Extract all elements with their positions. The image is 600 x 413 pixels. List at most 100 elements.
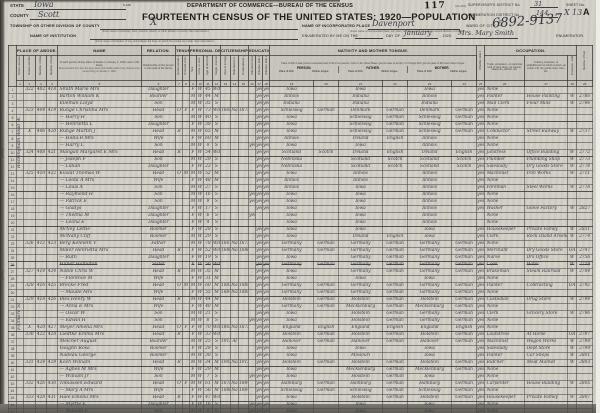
cell: Son <box>141 373 176 381</box>
cell: 2799 <box>576 345 594 353</box>
cell: yes <box>248 212 257 220</box>
cell <box>567 219 578 227</box>
cell: 1884 <box>238 387 250 395</box>
cell <box>230 219 240 227</box>
cell: yes <box>476 317 486 325</box>
cell <box>175 310 183 318</box>
cell: 2803 <box>576 359 594 367</box>
cell <box>313 198 340 206</box>
cell <box>182 310 190 318</box>
cell: Illinois <box>407 191 453 199</box>
cell: Holstein <box>407 331 453 339</box>
cell: M <box>211 282 222 290</box>
cell: yes <box>262 205 271 213</box>
cell: — Harry H <box>57 114 142 122</box>
cell <box>313 100 340 108</box>
cell <box>567 86 578 94</box>
cell: yes <box>262 107 271 115</box>
line-number: 34 <box>8 317 17 325</box>
cell <box>46 373 58 381</box>
cell <box>238 149 250 157</box>
cell: Melcher August <box>57 338 142 346</box>
cell <box>230 205 240 213</box>
cell: Iron Works <box>524 170 569 178</box>
cell: W <box>196 128 204 136</box>
cell: F <box>189 135 197 143</box>
cell: yes <box>248 142 257 150</box>
cell: German <box>382 240 409 248</box>
cell: Smith Marie Mrs <box>57 86 142 94</box>
cell <box>238 254 250 262</box>
cell: Holstein <box>269 359 315 367</box>
cell: yes <box>262 86 271 94</box>
cell: Mecklenburg <box>407 303 453 311</box>
cell: yes <box>476 184 486 192</box>
cell: German <box>382 296 409 304</box>
cell: Iowa <box>407 233 453 241</box>
cell: W <box>196 366 204 374</box>
street-cell <box>16 205 24 213</box>
incorporated-place-label: NAME OF INCORPORATED PLACE <box>302 24 371 28</box>
cell: yes <box>248 408 257 413</box>
cell: F <box>189 254 197 262</box>
cell <box>451 219 478 227</box>
cell: 44 <box>203 93 213 101</box>
cell <box>46 156 58 164</box>
cell: W <box>567 93 578 101</box>
cell <box>451 100 478 108</box>
cell: Germany <box>338 240 384 248</box>
cell <box>220 408 232 413</box>
cell: yes <box>262 310 271 318</box>
cell <box>35 254 47 262</box>
cell: German <box>451 121 478 129</box>
cell: Iowa <box>269 373 315 381</box>
cell <box>182 128 190 136</box>
cell <box>313 93 340 101</box>
cell <box>230 170 240 178</box>
cell <box>238 331 250 339</box>
cell <box>382 142 409 150</box>
cell: Germany <box>407 268 453 276</box>
cell: Wife <box>141 275 176 283</box>
cell: 1865 <box>220 324 232 332</box>
cell <box>230 233 240 241</box>
cell <box>230 254 240 262</box>
cell <box>576 86 594 94</box>
cell <box>182 240 190 248</box>
cell: 33 <box>203 331 213 339</box>
cell <box>46 100 58 108</box>
cell: Schleswig <box>269 107 315 115</box>
cell: Germany <box>407 310 453 318</box>
cell <box>182 394 190 402</box>
cell: Iowa <box>407 401 453 409</box>
cell: M <box>189 240 197 248</box>
cell: yes <box>262 380 271 388</box>
cell: R <box>175 149 183 157</box>
cell: 2794 <box>576 296 594 304</box>
cell: Barton William K <box>57 93 142 101</box>
cell <box>182 268 190 276</box>
cell <box>35 247 47 255</box>
township-note: (Insert name of township, town, precinct… <box>102 30 210 33</box>
cell <box>182 338 190 346</box>
cell: — Oscar W <box>57 310 142 318</box>
cell <box>46 121 58 129</box>
cell: yes <box>476 240 486 248</box>
cell <box>313 163 340 171</box>
cell: Dry Goods Store <box>524 247 569 255</box>
cell: Holstein <box>338 373 384 381</box>
cell: yes <box>476 163 486 171</box>
cell <box>230 100 240 108</box>
cell: 7 <box>203 373 213 381</box>
cell: F <box>189 345 197 353</box>
cell: M <box>189 156 197 164</box>
cell <box>567 240 578 248</box>
line-number: 37 <box>8 338 17 346</box>
cell: W <box>196 226 204 234</box>
cell <box>567 135 578 143</box>
